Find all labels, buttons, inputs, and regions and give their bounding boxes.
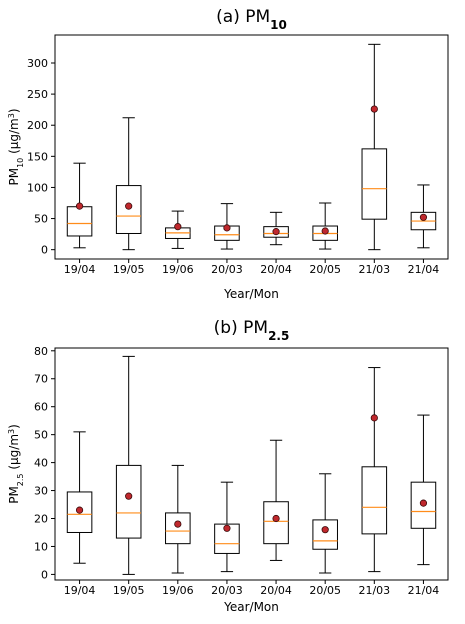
x-tick-label: 19/06 bbox=[162, 263, 194, 276]
mean-marker bbox=[272, 514, 280, 523]
x-tick-label: 20/05 bbox=[309, 584, 341, 597]
x-tick-label: 19/06 bbox=[162, 584, 194, 597]
y-tick-label: 0 bbox=[41, 244, 48, 257]
x-tick-label: 21/04 bbox=[408, 263, 440, 276]
chart-title: (a) PM10 bbox=[216, 7, 287, 32]
mean-marker bbox=[272, 228, 280, 236]
iqr-box bbox=[165, 512, 191, 545]
box-21-03: 21/03 bbox=[358, 367, 390, 597]
iqr-box bbox=[361, 466, 388, 535]
mean-marker bbox=[125, 202, 133, 210]
box-20-03: 20/03 bbox=[211, 203, 243, 276]
x-axis-label: Year/Mon bbox=[223, 600, 279, 614]
mean-marker bbox=[370, 414, 378, 422]
x-tick-label: 19/05 bbox=[113, 584, 145, 597]
x-axis-label: Year/Mon bbox=[223, 287, 279, 301]
box-20-03: 20/03 bbox=[211, 481, 243, 597]
x-tick-label: 19/04 bbox=[64, 263, 96, 276]
box-21-04: 21/04 bbox=[408, 414, 440, 597]
mean-marker bbox=[174, 223, 182, 231]
y-tick-label: 20 bbox=[34, 513, 48, 526]
mean-marker bbox=[75, 506, 84, 514]
mean-marker bbox=[419, 499, 428, 507]
y-tick-label: 70 bbox=[34, 373, 48, 386]
x-tick-label: 21/03 bbox=[358, 584, 390, 597]
y-tick-label: 60 bbox=[34, 401, 48, 414]
x-tick-label: 20/03 bbox=[211, 584, 243, 597]
axes-frame bbox=[54, 347, 449, 581]
box-19-04: 19/04 bbox=[64, 162, 96, 276]
panel-pm25: (b) PM2.5 0 10 20 30 40 50 60 70 80 PM2.5 (μg/m3) Y… bbox=[7, 318, 449, 614]
y-tick-label: 30 bbox=[34, 485, 48, 498]
box-20-05: 20/05 bbox=[309, 202, 341, 276]
mean-marker bbox=[125, 492, 133, 500]
box-20-04: 20/04 bbox=[260, 211, 292, 276]
x-tick-label: 19/04 bbox=[64, 584, 96, 597]
chart-title: (b) PM2.5 bbox=[214, 318, 290, 343]
y-axis-label: PM2.5 (μg/m3) bbox=[7, 424, 25, 504]
mean-marker bbox=[321, 526, 329, 534]
box-21-03: 21/03 bbox=[358, 43, 390, 276]
x-tick-label: 19/05 bbox=[113, 263, 145, 276]
iqr-box bbox=[312, 519, 338, 550]
x-tick-label: 21/04 bbox=[408, 584, 440, 597]
y-tick-label: 150 bbox=[27, 150, 48, 163]
mean-marker bbox=[223, 524, 231, 532]
mean-marker bbox=[419, 213, 428, 221]
y-tick-label: 50 bbox=[34, 429, 48, 442]
mean-marker bbox=[174, 520, 182, 528]
y-tick-label: 300 bbox=[27, 57, 48, 70]
y-tick-label: 50 bbox=[34, 213, 48, 226]
iqr-box bbox=[115, 464, 142, 539]
x-tick-label: 20/05 bbox=[309, 263, 341, 276]
y-axis-label: PM10 (μg/m3) bbox=[7, 108, 25, 185]
mean-marker bbox=[321, 227, 329, 235]
x-tick-label: 20/04 bbox=[260, 584, 292, 597]
y-tick-label: 10 bbox=[34, 540, 48, 553]
axes-frame bbox=[54, 34, 449, 260]
box-20-04: 20/04 bbox=[260, 439, 292, 597]
y-tick-label: 0 bbox=[41, 568, 48, 581]
panel-pm10: (a) PM10 0 50 100 150 200 250 300 PM10 (μg/m3) Ye… bbox=[7, 7, 449, 301]
box-19-05: 19/05 bbox=[113, 117, 145, 276]
box-20-05: 20/05 bbox=[309, 473, 341, 597]
iqr-box bbox=[66, 206, 93, 237]
y-tick-label: 40 bbox=[34, 457, 48, 470]
y-tick-label: 200 bbox=[27, 119, 48, 132]
iqr-box bbox=[263, 501, 289, 545]
box-19-04: 19/04 bbox=[64, 431, 96, 597]
y-tick-label: 250 bbox=[27, 88, 48, 101]
mean-marker bbox=[370, 105, 378, 113]
iqr-box bbox=[361, 148, 388, 220]
x-tick-label: 20/04 bbox=[260, 263, 292, 276]
x-tick-label: 20/03 bbox=[211, 263, 243, 276]
box-19-06: 19/06 bbox=[162, 464, 194, 597]
mean-marker bbox=[223, 224, 231, 232]
box-19-06: 19/06 bbox=[162, 210, 194, 276]
box-19-05: 19/05 bbox=[113, 355, 145, 597]
x-tick-label: 21/03 bbox=[358, 263, 390, 276]
y-tick-label: 100 bbox=[27, 181, 48, 194]
box-21-04: 21/04 bbox=[408, 184, 440, 276]
y-tick-label: 80 bbox=[34, 345, 48, 358]
mean-marker bbox=[75, 202, 84, 210]
